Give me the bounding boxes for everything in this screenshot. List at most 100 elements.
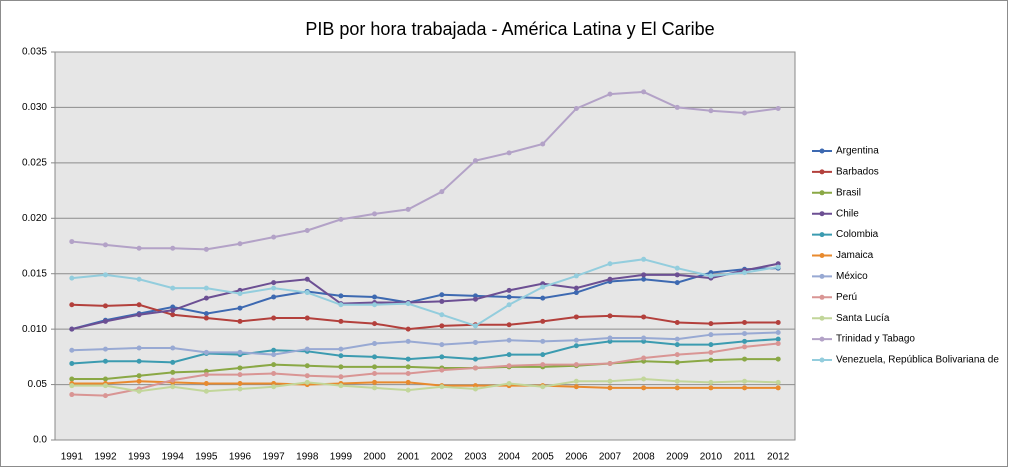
data-point — [405, 206, 411, 212]
data-point — [170, 359, 176, 365]
data-point — [775, 379, 781, 385]
data-point — [641, 256, 647, 262]
data-point — [102, 393, 108, 399]
legend-label: Trinidad y Tabago — [836, 334, 915, 345]
data-point — [170, 369, 176, 375]
data-point — [136, 358, 142, 364]
data-point — [506, 363, 512, 369]
x-tick-label: 2004 — [498, 452, 521, 463]
data-point — [69, 361, 75, 367]
data-point — [641, 355, 647, 361]
x-tick-label: 2005 — [532, 452, 555, 463]
data-point — [304, 227, 310, 233]
data-point — [540, 318, 546, 324]
data-point — [674, 280, 680, 286]
data-point — [69, 347, 75, 353]
data-point — [271, 347, 277, 353]
data-point — [708, 108, 714, 114]
data-point — [607, 335, 613, 341]
data-point — [506, 380, 512, 386]
data-point — [674, 378, 680, 384]
data-point — [237, 386, 243, 392]
legend-label: Perú — [836, 292, 857, 303]
data-point — [708, 385, 714, 391]
x-tick-label: 1998 — [296, 452, 319, 463]
data-point — [372, 354, 378, 360]
data-point — [203, 285, 209, 291]
data-point — [203, 315, 209, 321]
data-point — [170, 245, 176, 251]
data-point — [372, 370, 378, 376]
data-point — [102, 346, 108, 352]
data-point — [439, 384, 445, 390]
data-point — [708, 357, 714, 363]
data-point — [674, 359, 680, 365]
data-point — [69, 392, 75, 398]
data-point — [506, 322, 512, 328]
data-point — [674, 336, 680, 342]
data-point — [338, 383, 344, 389]
x-tick-label: 1991 — [61, 452, 84, 463]
series-line — [71, 331, 779, 356]
data-point — [372, 321, 378, 327]
data-point — [102, 383, 108, 389]
data-point — [338, 346, 344, 352]
legend-marker — [819, 294, 825, 300]
data-point — [372, 302, 378, 308]
x-tick-label: 2003 — [464, 452, 487, 463]
series-line — [71, 303, 779, 331]
data-point — [405, 338, 411, 344]
data-point — [405, 356, 411, 362]
data-point — [338, 302, 344, 308]
data-point — [338, 293, 344, 299]
x-tick-label: 1996 — [229, 452, 252, 463]
data-point — [607, 361, 613, 367]
data-point — [203, 349, 209, 355]
legend-label: Argentina — [836, 146, 879, 157]
series-line — [71, 262, 779, 331]
data-point — [708, 321, 714, 327]
data-point — [775, 341, 781, 347]
data-point — [372, 211, 378, 217]
data-point — [136, 312, 142, 318]
data-point — [136, 245, 142, 251]
data-point — [237, 241, 243, 247]
data-point — [775, 356, 781, 362]
data-point — [540, 362, 546, 368]
data-point — [775, 106, 781, 112]
data-point — [304, 290, 310, 296]
data-point — [742, 110, 748, 116]
data-point — [372, 379, 378, 385]
data-point — [742, 319, 748, 325]
legend-marker — [819, 336, 825, 342]
data-point — [439, 367, 445, 373]
x-tick-label: 2009 — [666, 452, 689, 463]
data-point — [405, 379, 411, 385]
data-point — [506, 352, 512, 358]
data-point — [136, 345, 142, 351]
data-point — [170, 312, 176, 318]
data-point — [405, 326, 411, 332]
data-point — [472, 386, 478, 392]
data-point — [102, 242, 108, 248]
series-line — [71, 90, 779, 251]
data-point — [170, 345, 176, 351]
data-point — [203, 311, 209, 317]
data-point — [69, 383, 75, 389]
data-point — [439, 323, 445, 329]
data-point — [304, 346, 310, 352]
data-point — [304, 373, 310, 379]
data-point — [304, 363, 310, 369]
data-point — [775, 336, 781, 342]
data-point — [69, 302, 75, 308]
data-point — [540, 352, 546, 358]
data-point — [742, 385, 748, 391]
data-point — [540, 338, 546, 344]
data-point — [69, 275, 75, 281]
data-point — [405, 387, 411, 393]
data-point — [237, 318, 243, 324]
data-point — [573, 362, 579, 368]
data-point — [573, 290, 579, 296]
data-point — [775, 264, 781, 270]
